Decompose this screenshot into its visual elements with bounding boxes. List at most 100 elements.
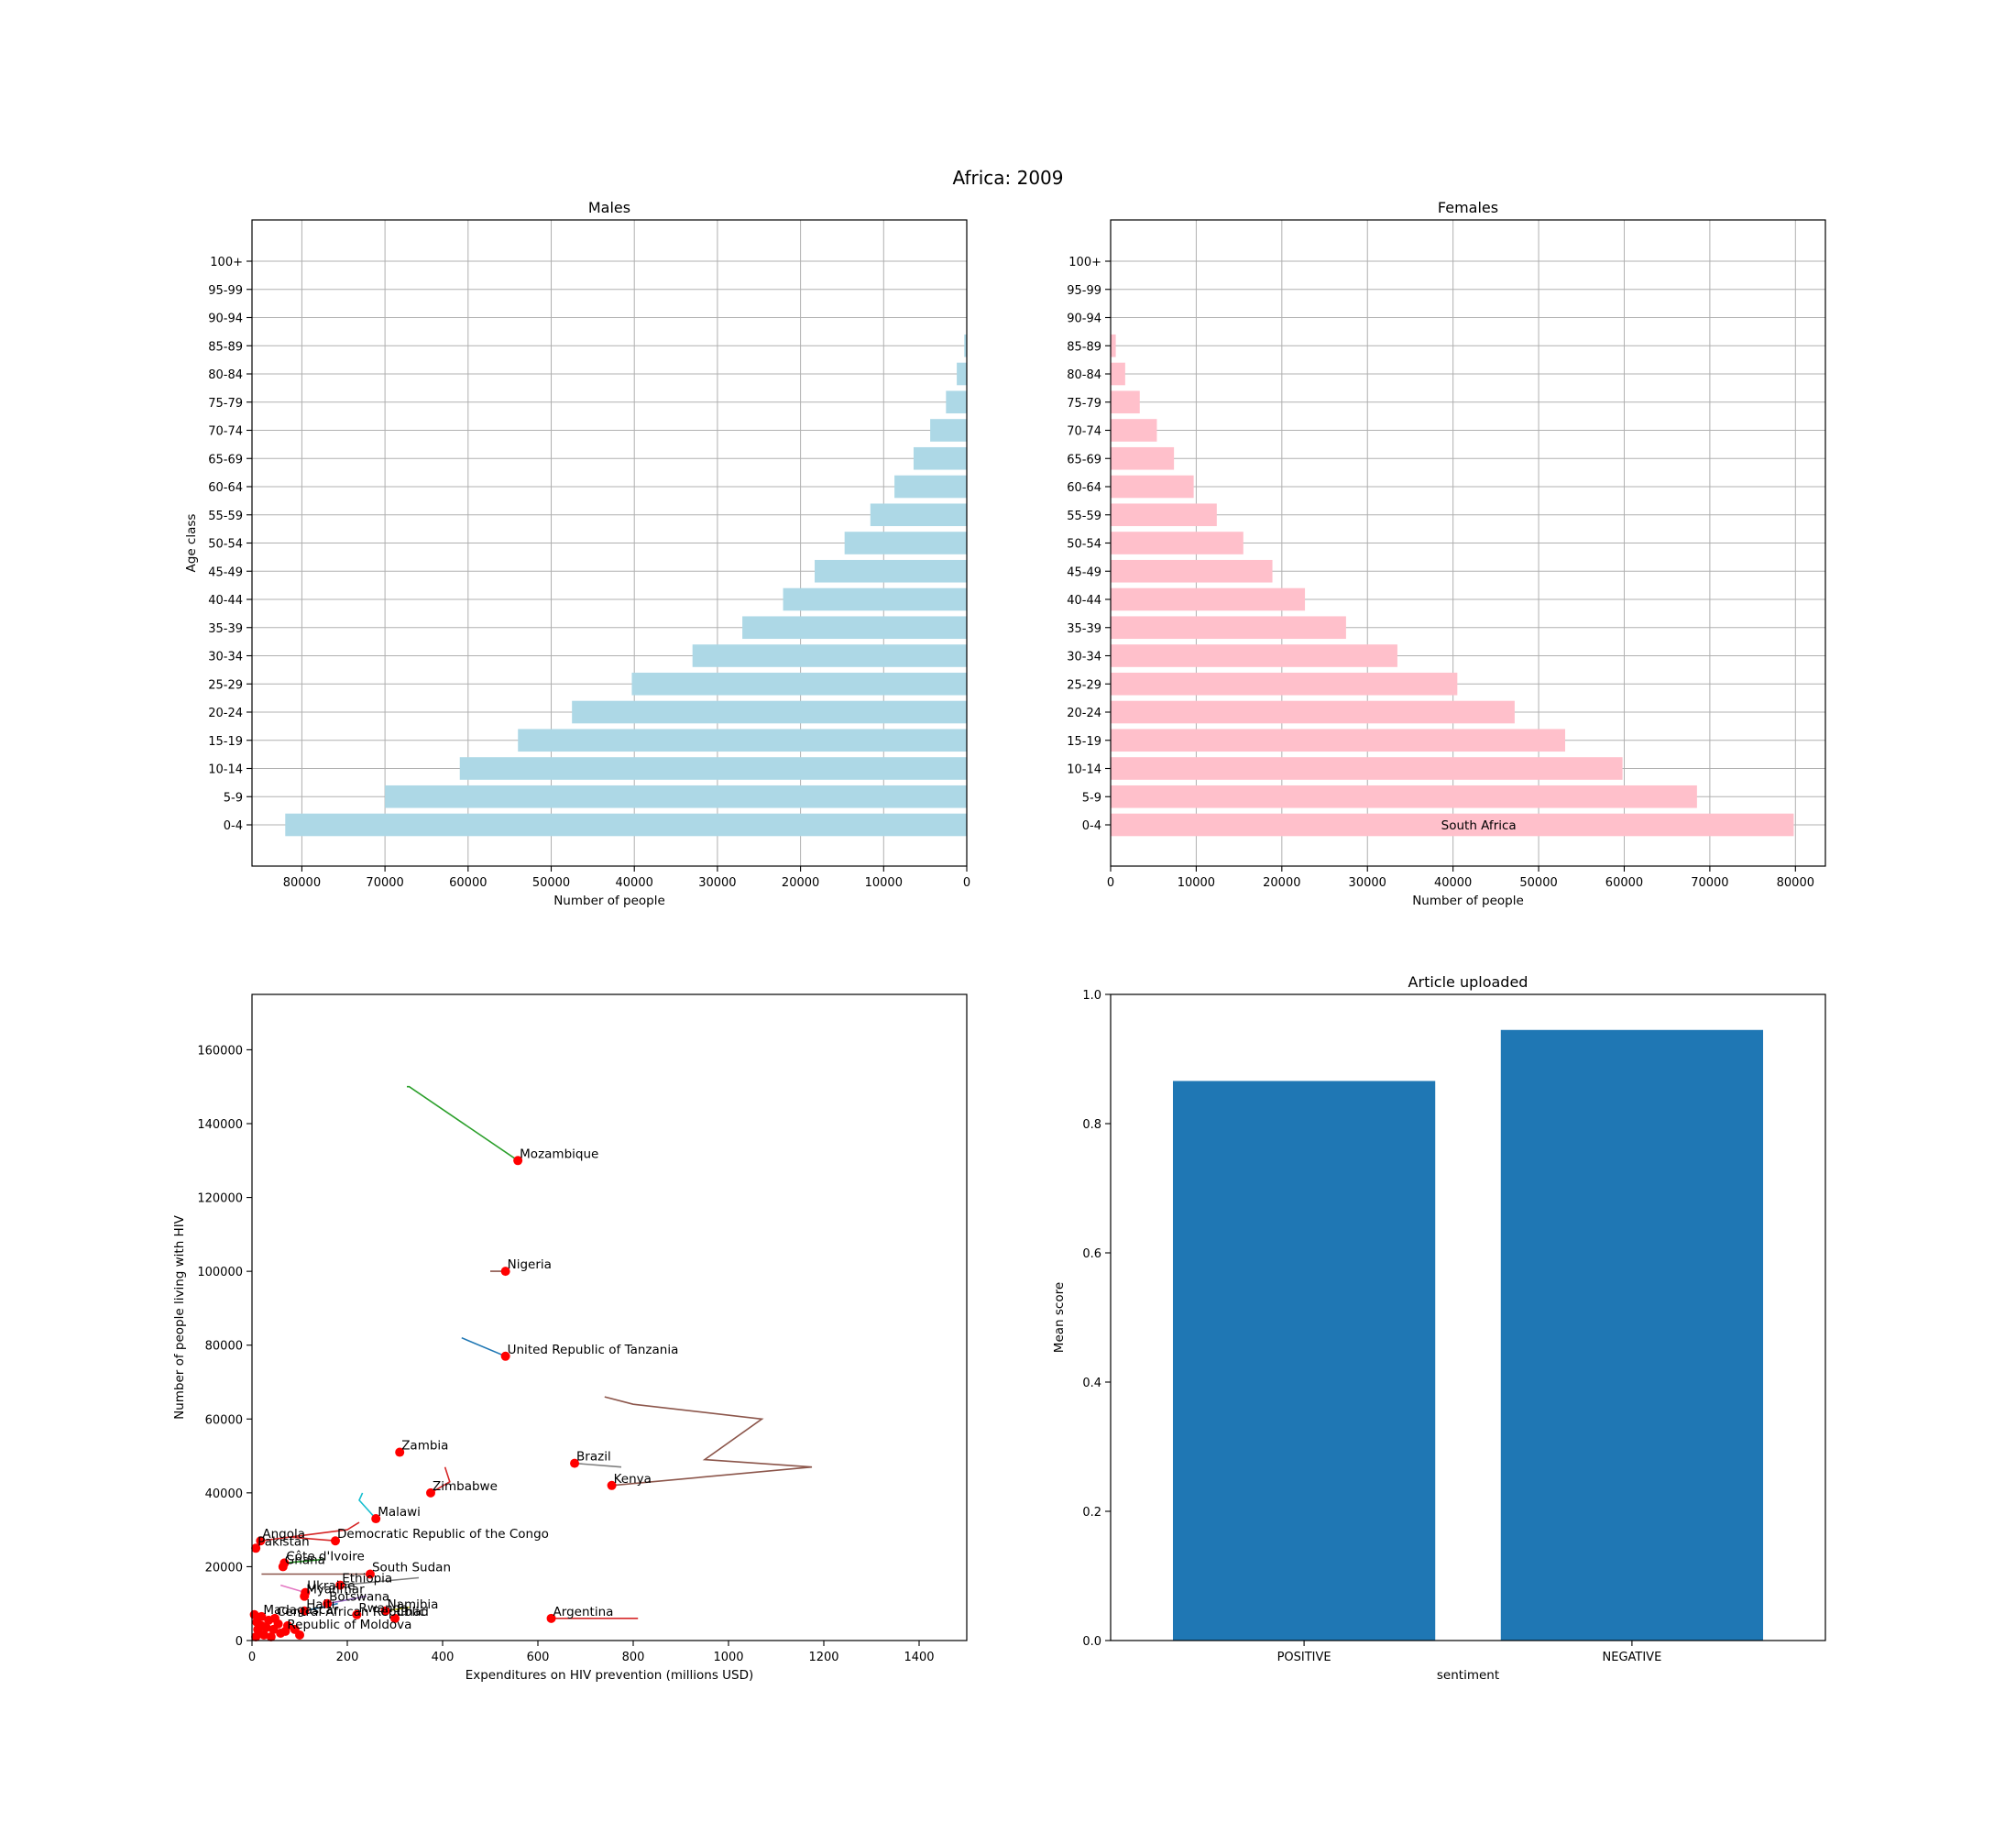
scatter-point <box>257 1611 267 1621</box>
x-tick-label: 50000 <box>532 876 570 890</box>
y-tick-label: 160000 <box>197 1044 243 1058</box>
scatter-point <box>546 1613 556 1623</box>
x-tick-label: 60000 <box>1605 876 1643 890</box>
scatter-point <box>278 1562 288 1572</box>
point-label: Ghana <box>285 1553 325 1567</box>
x-tick-label: 1400 <box>904 1651 934 1664</box>
trajectory-line <box>574 1462 622 1468</box>
y-axis-label: Age class <box>184 514 199 573</box>
y-tick-label: 80-84 <box>208 368 243 382</box>
y-tick-label: 85-89 <box>1067 340 1101 354</box>
scatter-point <box>331 1536 340 1546</box>
y-tick-label: 0.0 <box>1082 1635 1101 1649</box>
scatter-point <box>570 1458 580 1468</box>
x-tick-label: 30000 <box>1349 876 1386 890</box>
panel-title: Females <box>1438 199 1498 216</box>
point-label: Central African Republic <box>277 1605 426 1619</box>
point-label: Zambia <box>401 1439 448 1454</box>
point-label: United Republic of Tanzania <box>508 1343 679 1357</box>
y-tick-label: 75-79 <box>1067 397 1101 411</box>
bar <box>1111 532 1244 554</box>
y-tick-label: 0 <box>236 1635 243 1649</box>
panel-title: Article uploaded <box>1408 973 1528 991</box>
y-tick-label: 60-64 <box>1067 481 1101 495</box>
bar <box>572 700 967 724</box>
bar <box>1111 644 1397 667</box>
y-tick-label: 75-79 <box>208 397 243 411</box>
y-tick-label: 20000 <box>205 1561 243 1575</box>
y-tick-label: 140000 <box>197 1118 243 1132</box>
point-label: Angola <box>262 1527 305 1542</box>
point-label: Mozambique <box>520 1147 598 1161</box>
scatter-point <box>269 1613 279 1623</box>
point-label: South Sudan <box>372 1560 451 1575</box>
scatter-point <box>513 1156 523 1166</box>
males-panel: 80000 70000 60000 50000 40000 30000 20000 10000… <box>184 199 970 908</box>
x-tick-label: 200 <box>336 1651 359 1664</box>
bar <box>459 757 968 780</box>
x-tick-label: 50000 <box>1519 876 1557 890</box>
y-tick-label: 45-49 <box>1067 565 1101 579</box>
axes-frame <box>1110 993 1826 1641</box>
y-tick-label: 85-89 <box>208 340 243 354</box>
trajectory-line <box>358 1492 377 1520</box>
y-tick-label: 0.4 <box>1082 1377 1101 1390</box>
y-tick-label: 65-69 <box>1067 453 1101 466</box>
bar <box>631 672 967 696</box>
y-tick-label: 95-99 <box>1067 284 1101 298</box>
trajectory-line <box>340 1576 420 1586</box>
x-tick-label: NEGATIVE <box>1603 1651 1662 1664</box>
bar <box>742 616 967 640</box>
y-tick-label: 20-24 <box>1067 707 1101 720</box>
x-tick-label: 80000 <box>283 876 321 890</box>
point-label: Democratic Republic of the Congo <box>337 1527 549 1542</box>
scatter-point <box>300 1606 310 1616</box>
bar <box>870 503 967 527</box>
y-tick-label: 50-54 <box>208 538 243 552</box>
x-tick-label: 20000 <box>1263 876 1300 890</box>
y-tick-label: 70-74 <box>1067 425 1101 439</box>
x-tick-label: 40000 <box>616 876 653 890</box>
point-label: Ethiopia <box>342 1572 392 1586</box>
trajectory-line <box>304 1602 338 1612</box>
x-tick-label: 400 <box>432 1651 455 1664</box>
bar <box>692 644 967 667</box>
bar <box>913 446 967 470</box>
bar <box>1111 475 1194 499</box>
point-label: Botswana <box>329 1590 389 1605</box>
scatter-point <box>390 1613 400 1623</box>
sentiment-panel: POSITIVE NEGATIVE 0.0 0.2 0.4 0.6 0.8 1.0 Articl… <box>1052 973 1826 1683</box>
y-tick-label: 30-34 <box>1067 651 1101 664</box>
trajectory-line <box>430 1466 451 1494</box>
x-tick-label: 1000 <box>713 1651 743 1664</box>
bar <box>783 587 967 611</box>
x-tick-label: 70000 <box>366 876 403 890</box>
bar <box>1111 672 1458 696</box>
y-tick-label: 0.2 <box>1082 1506 1101 1520</box>
bar <box>957 362 967 386</box>
y-tick-label: 65-69 <box>208 453 243 466</box>
bar <box>1111 700 1515 724</box>
y-tick-label: 20-24 <box>208 707 243 720</box>
bar <box>1500 1029 1764 1641</box>
panel-title: Males <box>588 199 630 216</box>
point-label: Côte d'Ivoire <box>286 1549 364 1564</box>
y-tick-label: 40-44 <box>1067 594 1101 608</box>
y-tick-label: 0.6 <box>1082 1247 1101 1261</box>
point-label: Kenya <box>614 1472 652 1487</box>
y-tick-label: 100+ <box>1068 256 1101 269</box>
bar <box>1111 446 1175 470</box>
y-tick-label: 40000 <box>205 1487 243 1501</box>
y-tick-label: 70-74 <box>208 425 243 439</box>
x-axis-label: sentiment <box>1437 1668 1499 1683</box>
scatter-point <box>380 1606 390 1616</box>
y-tick-label: 60-64 <box>208 481 243 495</box>
scatter-point <box>500 1267 510 1277</box>
bar <box>1111 334 1116 357</box>
y-tick-label: 0.8 <box>1082 1118 1101 1132</box>
bar <box>1111 729 1566 752</box>
y-tick-label: 45-49 <box>208 565 243 579</box>
bar <box>285 813 968 837</box>
y-tick-label: 50-54 <box>1067 538 1101 552</box>
